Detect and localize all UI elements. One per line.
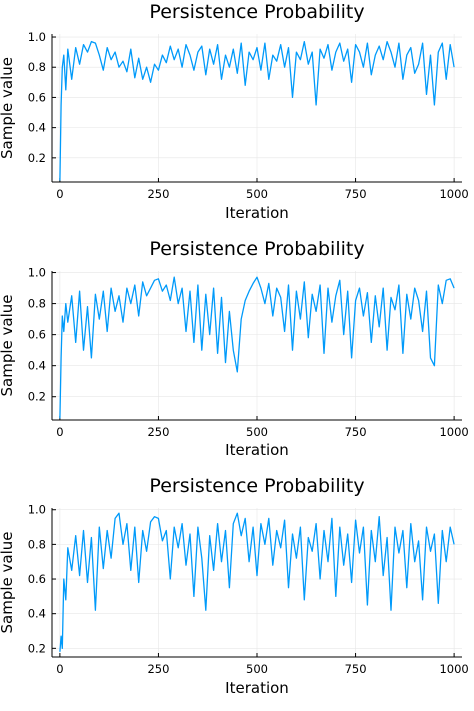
x-tick-label: 1000 [439,662,468,676]
x-tick-label: 500 [246,425,268,439]
y-tick-label: 0.8 [28,297,46,311]
y-axis-label: Sample value [0,532,16,634]
series-line [59,512,455,652]
x-tick-label: 1000 [439,187,468,201]
chart-title: Persistence Probability [149,475,364,497]
y-tick-label: 0.8 [28,60,46,74]
x-tick-label: 750 [345,425,367,439]
x-tick-label: 750 [345,662,367,676]
x-axis-label: Iteration [225,204,289,222]
x-tick-label: 250 [147,187,169,201]
y-tick-label: 1.0 [28,30,46,44]
y-tick-label: 1.0 [28,266,46,280]
y-tick-label: 0.2 [28,151,46,165]
x-tick-label: 750 [345,187,367,201]
chart-title: Persistence Probability [149,1,364,23]
y-tick-label: 0.4 [28,359,46,373]
y-tick-label: 1.0 [28,503,46,517]
chart-panel-1: 0 250 500 750 1000 0.2 0.4 0.6 0.8 1.0 Persistence… [0,1,469,222]
y-tick-label: 0.6 [28,90,46,104]
x-tick-label: 500 [246,662,268,676]
chart-title: Persistence Probability [149,238,364,260]
y-tick-label: 0.2 [28,641,46,655]
x-tick-label: 500 [246,187,268,201]
y-tick-label: 0.6 [28,572,46,586]
x-tick-label: 250 [147,425,169,439]
y-tick-label: 0.4 [28,607,46,621]
x-axis-label: Iteration [225,441,289,459]
y-tick-label: 0.6 [28,328,46,342]
y-axis-label: Sample value [0,57,16,159]
series-line [59,276,455,419]
y-tick-label: 0.4 [28,121,46,135]
x-tick-label: 250 [147,662,169,676]
series-line [59,40,455,181]
x-tick-label: 1000 [439,425,468,439]
x-tick-label: 0 [56,187,63,201]
chart-panel-2: 0 250 500 750 1000 0.2 0.4 0.6 0.8 1.0 Persistence… [0,238,469,459]
x-tick-label: 0 [56,425,63,439]
y-tick-label: 0.8 [28,537,46,551]
x-axis-label: Iteration [225,679,289,697]
y-axis-label: Sample value [0,295,16,397]
chart-panel-3: 0 250 500 750 1000 0.2 0.4 0.6 0.8 1.0 Persistence… [0,475,469,697]
x-tick-label: 0 [56,662,63,676]
y-tick-label: 0.2 [28,390,46,404]
